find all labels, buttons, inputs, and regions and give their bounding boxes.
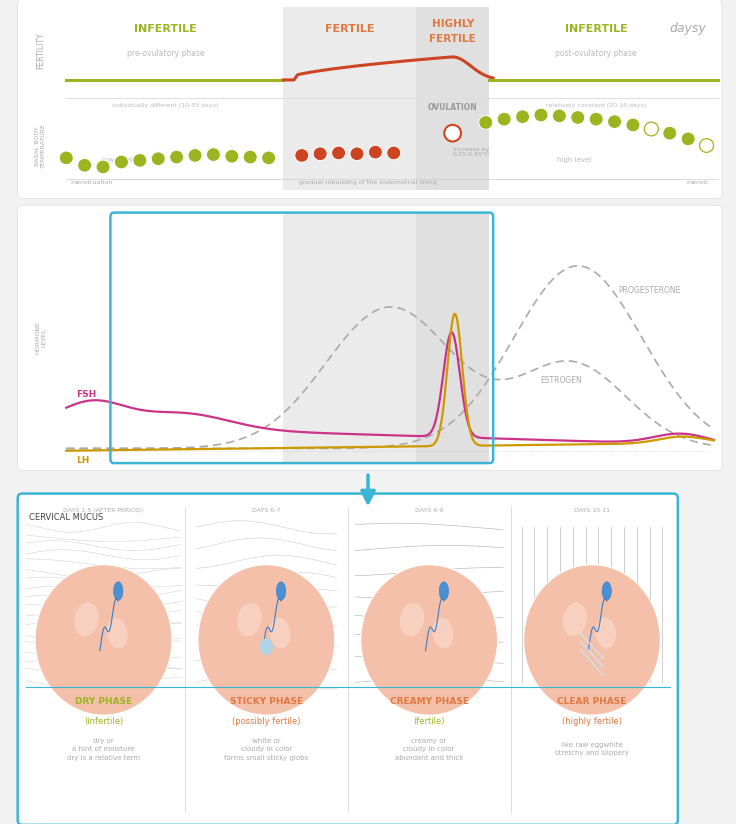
FancyBboxPatch shape	[18, 494, 678, 824]
Text: DAYS 8-9: DAYS 8-9	[415, 508, 443, 513]
Ellipse shape	[595, 618, 616, 648]
Text: post-ovulatory phase: post-ovulatory phase	[556, 49, 637, 58]
Ellipse shape	[152, 152, 165, 166]
Ellipse shape	[515, 110, 529, 124]
Text: HIGHLY: HIGHLY	[431, 19, 474, 29]
FancyBboxPatch shape	[18, 205, 722, 471]
Ellipse shape	[133, 153, 146, 167]
Ellipse shape	[59, 151, 73, 165]
Ellipse shape	[198, 564, 335, 715]
Ellipse shape	[115, 155, 129, 169]
Text: increase by
0.25-0.45°C: increase by 0.25-0.45°C	[453, 147, 489, 157]
Ellipse shape	[498, 112, 511, 126]
Text: OVULATION: OVULATION	[428, 103, 478, 112]
Text: (highly fertile): (highly fertile)	[562, 718, 622, 727]
Text: DAYS 10-11: DAYS 10-11	[574, 508, 610, 513]
Text: creamy or
cloudy in color
abundant and thick: creamy or cloudy in color abundant and t…	[395, 737, 464, 761]
Ellipse shape	[331, 146, 346, 160]
Ellipse shape	[269, 618, 291, 648]
Text: INFERTILE: INFERTILE	[134, 24, 197, 34]
Ellipse shape	[607, 115, 621, 129]
Ellipse shape	[35, 564, 172, 715]
Bar	[416, 213, 489, 462]
Bar	[283, 213, 416, 462]
Ellipse shape	[225, 149, 238, 163]
Bar	[283, 7, 416, 190]
Text: menstruation: menstruation	[70, 180, 113, 185]
Ellipse shape	[361, 564, 498, 715]
Text: dry or
a hint of moisture
dry is a relative term: dry or a hint of moisture dry is a relat…	[67, 737, 140, 761]
Text: pre-ovulatory phase: pre-ovulatory phase	[127, 49, 205, 58]
Ellipse shape	[478, 115, 493, 129]
Text: STICKY PHASE: STICKY PHASE	[230, 697, 303, 706]
Text: FERTILE: FERTILE	[325, 24, 375, 34]
Text: LH: LH	[76, 456, 89, 465]
Ellipse shape	[314, 147, 328, 161]
Ellipse shape	[96, 160, 110, 174]
Ellipse shape	[439, 582, 449, 600]
Ellipse shape	[113, 582, 123, 600]
Ellipse shape	[243, 150, 258, 164]
Ellipse shape	[260, 639, 273, 655]
Text: PROGESTERONE: PROGESTERONE	[618, 286, 680, 295]
Ellipse shape	[78, 158, 91, 172]
Text: high level: high level	[557, 157, 591, 162]
Text: DRY PHASE: DRY PHASE	[75, 697, 132, 706]
Ellipse shape	[571, 110, 584, 124]
Ellipse shape	[276, 582, 286, 600]
Ellipse shape	[662, 126, 676, 140]
Text: daysy: daysy	[670, 22, 707, 35]
Bar	[416, 7, 489, 190]
Ellipse shape	[682, 132, 695, 146]
Ellipse shape	[107, 618, 127, 648]
Ellipse shape	[206, 147, 221, 162]
Text: individually different (10-35 days): individually different (10-35 days)	[113, 103, 219, 108]
Ellipse shape	[261, 151, 275, 165]
Text: DAYS 6-7: DAYS 6-7	[252, 508, 280, 513]
Text: DAYS 1-5 (AFTER PERIOD): DAYS 1-5 (AFTER PERIOD)	[63, 508, 144, 513]
Text: BASAL BODY
TEMPERATURE: BASAL BODY TEMPERATURE	[35, 124, 46, 168]
Text: white or
cloudy in color
forms small sticky globs: white or cloudy in color forms small sti…	[224, 737, 308, 761]
Text: (infertile): (infertile)	[84, 718, 123, 727]
Ellipse shape	[74, 602, 99, 636]
Text: menstr.: menstr.	[687, 180, 710, 185]
Ellipse shape	[433, 618, 453, 648]
Text: FSH: FSH	[76, 391, 96, 400]
Ellipse shape	[294, 148, 309, 162]
Text: CREAMY PHASE: CREAMY PHASE	[389, 697, 469, 706]
Ellipse shape	[645, 122, 658, 136]
Ellipse shape	[188, 148, 202, 162]
Text: CLEAR PHASE: CLEAR PHASE	[557, 697, 627, 706]
Text: gradual rebuilding of the endometrial lining: gradual rebuilding of the endometrial li…	[300, 180, 436, 185]
Ellipse shape	[534, 108, 548, 122]
Ellipse shape	[445, 125, 461, 142]
Ellipse shape	[563, 602, 587, 636]
Ellipse shape	[523, 564, 660, 715]
Ellipse shape	[552, 109, 567, 123]
Ellipse shape	[237, 602, 261, 636]
Text: FERTILE: FERTILE	[429, 34, 476, 44]
Ellipse shape	[350, 147, 364, 161]
Text: (fertile): (fertile)	[414, 718, 445, 727]
Text: INFERTILE: INFERTILE	[565, 24, 628, 34]
Ellipse shape	[602, 582, 612, 600]
Ellipse shape	[169, 150, 183, 164]
Text: ESTROGEN: ESTROGEN	[540, 376, 581, 385]
Ellipse shape	[626, 118, 640, 132]
Text: CERVICAL MUCUS: CERVICAL MUCUS	[29, 513, 104, 522]
Text: relatively constant (10-16 days): relatively constant (10-16 days)	[546, 103, 646, 108]
Text: (possibly fertile): (possibly fertile)	[232, 718, 300, 727]
Ellipse shape	[387, 146, 401, 160]
FancyBboxPatch shape	[18, 0, 722, 199]
Ellipse shape	[590, 112, 604, 126]
Text: low level: low level	[102, 157, 133, 162]
Ellipse shape	[400, 602, 424, 636]
Text: like raw eggwhite
stretchy and slippery: like raw eggwhite stretchy and slippery	[555, 742, 629, 756]
Text: HORMONE
LEVEL: HORMONE LEVEL	[35, 321, 46, 354]
Text: FERTILITY: FERTILITY	[36, 33, 45, 69]
Ellipse shape	[699, 138, 713, 152]
Ellipse shape	[368, 145, 383, 159]
